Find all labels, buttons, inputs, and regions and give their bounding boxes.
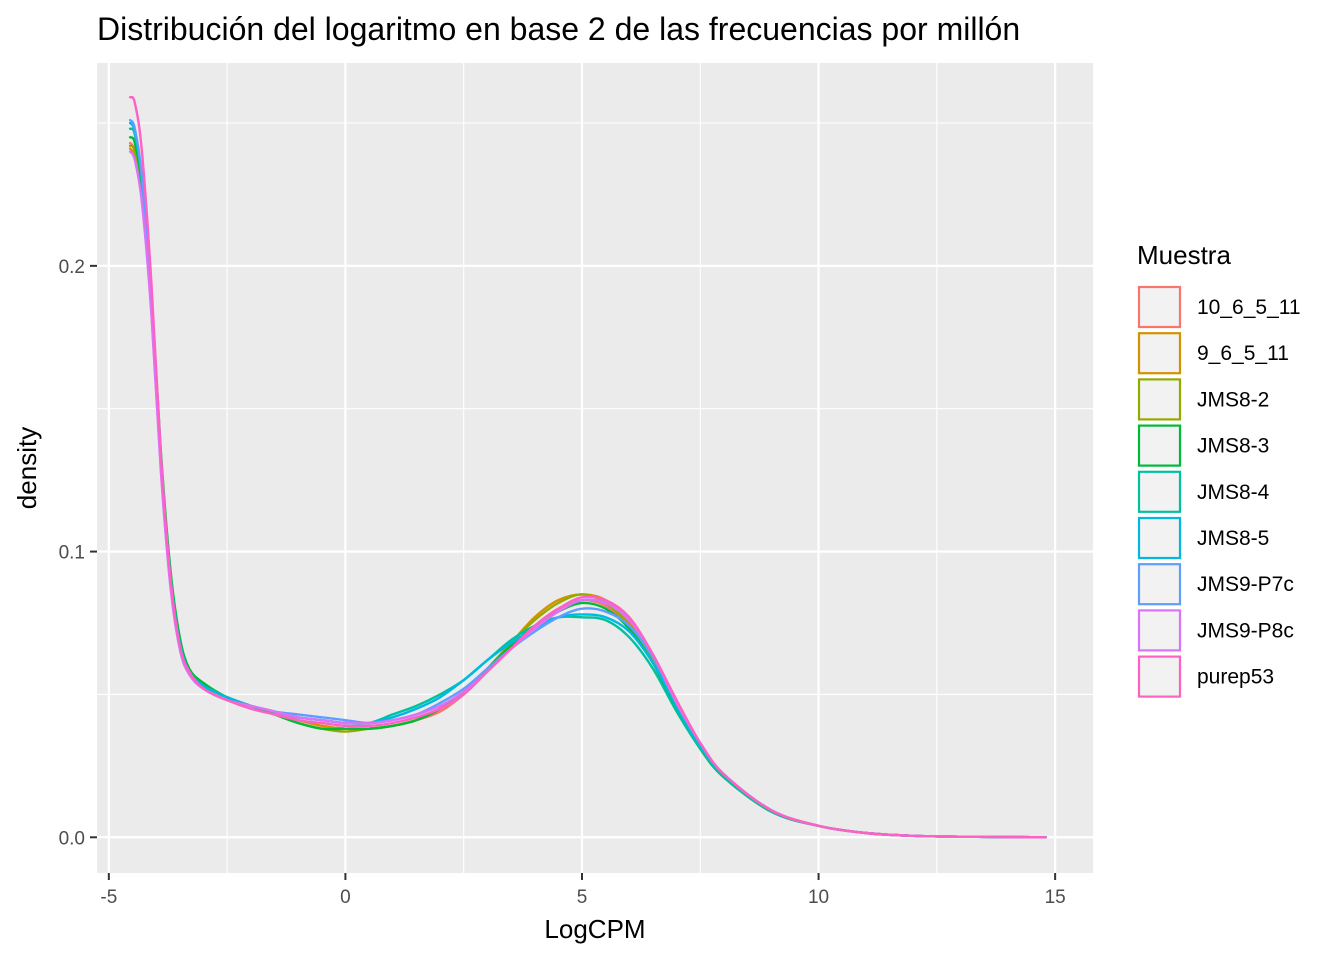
- plot-panel: [97, 63, 1093, 873]
- x-tick-label: 15: [1045, 887, 1066, 908]
- y-axis: 0.0 0.1 0.2: [59, 257, 97, 849]
- legend-label: purep53: [1197, 666, 1274, 689]
- x-tick-label: 10: [808, 887, 829, 908]
- legend-label: 9_6_5_11: [1197, 342, 1289, 365]
- legend-key: [1137, 655, 1182, 698]
- legend-key: [1137, 516, 1182, 560]
- density-lines: [128, 95, 1047, 839]
- minor-gridlines: [97, 63, 1093, 873]
- legend-key: [1137, 563, 1182, 606]
- y-tick-label: 0.1: [59, 543, 85, 564]
- y-axis-title: density: [12, 427, 42, 509]
- x-axis-title: LogCPM: [544, 914, 645, 944]
- legend-label: JMS8-2: [1197, 388, 1269, 411]
- y-tick-label: 0.0: [59, 828, 85, 849]
- legend-key: [1137, 609, 1182, 652]
- legend: Muestra 10_6_5_11 9_6_5_11 JMS8-2 JMS8-3 JMS…: [1137, 240, 1301, 698]
- legend-label: JMS8-5: [1197, 527, 1269, 550]
- x-tick-label: 0: [340, 887, 351, 908]
- x-axis: -5 0 5 10 15: [100, 873, 1066, 908]
- legend-label: JMS9-P8c: [1197, 619, 1294, 642]
- density-line-purep53: [128, 95, 1047, 839]
- legend-label: JMS8-3: [1197, 435, 1269, 458]
- legend-key: [1137, 424, 1182, 467]
- x-tick-label: 5: [577, 887, 588, 908]
- legend-label: 10_6_5_11: [1197, 296, 1301, 319]
- x-tick-label: -5: [100, 887, 117, 908]
- legend-key: [1137, 470, 1182, 513]
- legend-title: Muestra: [1137, 240, 1231, 270]
- legend-key: [1137, 378, 1182, 421]
- y-tick-label: 0.2: [59, 257, 85, 278]
- legend-label: JMS9-P7c: [1197, 573, 1294, 596]
- legend-key: [1137, 285, 1182, 329]
- legend-label: JMS8-4: [1197, 481, 1270, 504]
- legend-key: [1137, 332, 1182, 375]
- chart-title: Distribución del logaritmo en base 2 de …: [97, 11, 1020, 47]
